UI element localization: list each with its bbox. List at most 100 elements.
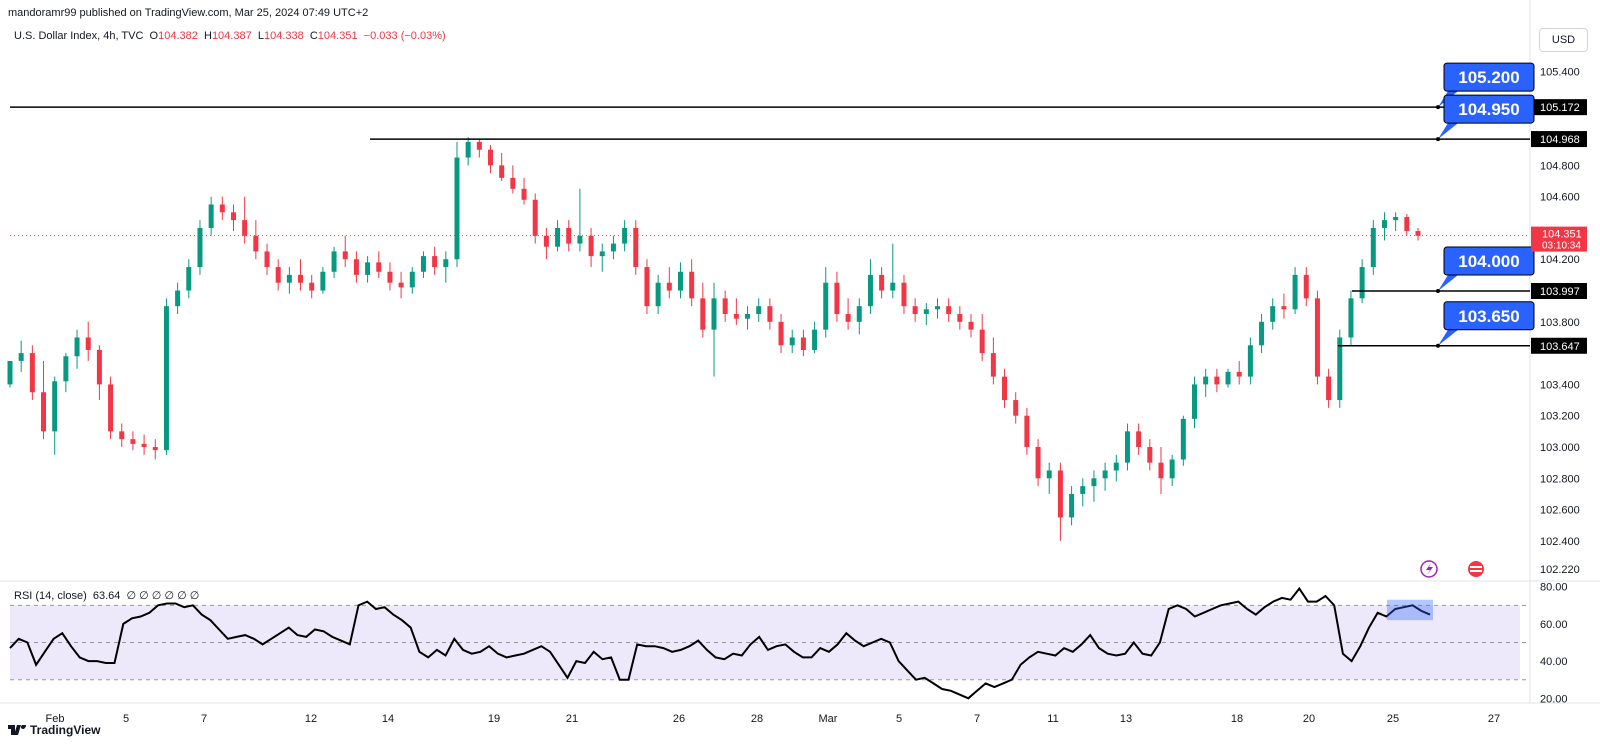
us-flag-icon[interactable] — [1468, 561, 1484, 577]
candle-body — [1270, 306, 1276, 322]
time-tick-label: 14 — [382, 713, 394, 725]
candle-body — [1113, 462, 1119, 471]
candle-body — [52, 381, 58, 432]
candle-body — [1035, 447, 1041, 479]
candle-body — [543, 235, 549, 247]
candle-body — [409, 271, 415, 288]
candle-body — [599, 251, 605, 257]
candle-body — [934, 306, 940, 310]
candle-body — [789, 337, 795, 346]
candle-body — [119, 431, 125, 440]
candle-body — [756, 306, 762, 314]
callout-anchor — [1436, 288, 1440, 293]
level-callout[interactable] — [1443, 246, 1535, 276]
candle-body — [733, 314, 739, 319]
candle-body — [1415, 231, 1421, 236]
candle-body — [41, 392, 47, 432]
candle-body — [242, 220, 248, 236]
lightning-glyph — [1426, 563, 1433, 575]
open-label: O — [149, 30, 159, 42]
candle-body — [275, 267, 281, 283]
candle-body — [566, 227, 572, 244]
time-tick-label: 13 — [1120, 713, 1132, 725]
price-tick-label: 105.400 — [1540, 66, 1580, 78]
candle-body — [398, 282, 404, 288]
level-price-tag — [1531, 131, 1587, 148]
candle-body — [521, 188, 527, 200]
candle-body — [387, 271, 393, 283]
candles — [7, 137, 1421, 541]
candle-body — [555, 227, 561, 247]
candle-body — [1247, 345, 1253, 377]
level-callout[interactable] — [1443, 94, 1535, 124]
currency-button[interactable]: USD — [1539, 28, 1588, 52]
price-tick-label: 102.400 — [1540, 536, 1580, 548]
candle-body — [96, 349, 102, 385]
time-tick-label: 5 — [896, 713, 902, 725]
candle-body — [510, 177, 516, 189]
lightning-icon[interactable] — [1420, 560, 1438, 578]
candle-body — [767, 306, 773, 322]
current-price-tag[interactable] — [1531, 226, 1587, 252]
candle-body — [644, 267, 650, 307]
time-tick-label: 20 — [1303, 713, 1315, 725]
candle-body — [1069, 493, 1075, 518]
candle-body — [990, 353, 996, 377]
candle-body — [63, 356, 69, 382]
candle-body — [432, 256, 438, 268]
candle-body — [1169, 459, 1175, 479]
candle-body — [1147, 447, 1153, 463]
time-tick-label: 11 — [1047, 713, 1058, 725]
callout-pointer — [1438, 274, 1458, 291]
tradingview-logo[interactable]: TradingView — [8, 723, 100, 737]
flag-stripe — [1470, 570, 1482, 572]
time-tick-label: Feb — [46, 713, 65, 725]
low-value: 104.338 — [263, 30, 304, 42]
symbol-legend: U.S. Dollar Index, 4h, TVC O104.382 H104… — [14, 30, 446, 42]
candle-body — [454, 157, 460, 260]
level-price-label: 103.997 — [1540, 286, 1580, 298]
candle-body — [1281, 306, 1287, 310]
rsi-tick-label: 20.00 — [1540, 693, 1568, 705]
callout-anchor — [1436, 343, 1440, 348]
candle-body — [1102, 470, 1108, 479]
candle-body — [610, 243, 616, 252]
symbol-name[interactable]: U.S. Dollar Index, 4h, TVC — [14, 30, 144, 42]
price-tick-label: 103.200 — [1540, 411, 1580, 423]
open-value: 104.382 — [158, 30, 198, 42]
level-callout[interactable] — [1443, 62, 1535, 92]
candle-body — [420, 256, 426, 272]
candle-body — [633, 227, 639, 268]
rsi-label[interactable]: RSI (14, close) — [14, 590, 87, 602]
candle-body — [163, 306, 169, 451]
price-tick-label: 103.800 — [1540, 317, 1580, 329]
rsi-tick-label: 60.00 — [1540, 619, 1568, 631]
candle-body — [722, 298, 728, 314]
candle-body — [1124, 431, 1130, 463]
level-callout[interactable] — [1443, 301, 1535, 331]
candle-body — [1337, 337, 1343, 401]
level-callout-label: 104.950 — [1458, 100, 1519, 119]
candle-body — [689, 271, 695, 299]
candle-body — [532, 199, 538, 236]
candle-body — [1348, 298, 1354, 338]
rsi-value: 63.64 — [92, 590, 121, 602]
candle-body — [208, 204, 214, 228]
candle-body — [1292, 274, 1298, 310]
event-icons — [1420, 560, 1484, 578]
candle-body — [1091, 478, 1097, 487]
candle-body — [1214, 376, 1220, 385]
candle-body — [1203, 376, 1209, 385]
tradingview-logo-icon — [8, 725, 26, 735]
candle-body — [130, 439, 136, 444]
change-value: −0.033 (−0.03%) — [363, 30, 446, 42]
candle-body — [197, 227, 203, 268]
candle-body — [711, 298, 717, 330]
level-callout-label: 103.650 — [1458, 307, 1519, 326]
candle-body — [309, 282, 315, 291]
candle-body — [700, 298, 706, 330]
candle-body — [342, 251, 348, 260]
price-tick-label: 102.220 — [1540, 564, 1580, 576]
rsi-legend: RSI (14, close) 63.64 ∅ ∅ ∅ ∅ ∅ ∅ — [14, 589, 199, 602]
